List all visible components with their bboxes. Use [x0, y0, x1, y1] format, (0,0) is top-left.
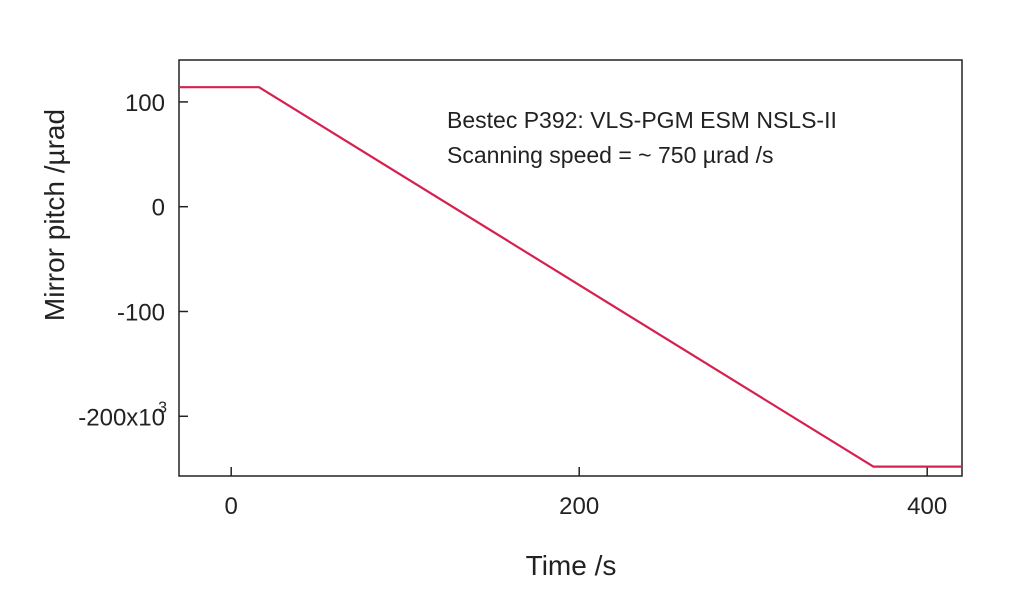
y-axis-title: Mirror pitch /µrad — [39, 109, 70, 321]
x-tick-label: 200 — [559, 493, 599, 520]
x-tick-label: 0 — [225, 493, 238, 520]
y-axis-ticks: 100 0 -100 -200x10 — [78, 90, 188, 431]
annotation-speed: Scanning speed = ~ 750 µrad /s — [447, 142, 774, 168]
y-tick-label: -200x10 — [78, 404, 165, 431]
series-group — [179, 86, 962, 468]
series-line — [179, 86, 962, 468]
y-tick-label: 0 — [152, 195, 165, 222]
x-axis-ticks: 0 200 400 — [225, 467, 947, 520]
y-multiplier-exponent: 3 — [158, 399, 167, 416]
y-tick-label: -100 — [117, 299, 165, 326]
plot-frame — [178, 59, 963, 477]
x-axis-title: Time /s — [526, 550, 617, 581]
y-tick-label: 100 — [125, 90, 165, 117]
annotation-title: Bestec P392: VLS-PGM ESM NSLS-II — [447, 107, 837, 133]
x-tick-label: 400 — [907, 493, 947, 520]
